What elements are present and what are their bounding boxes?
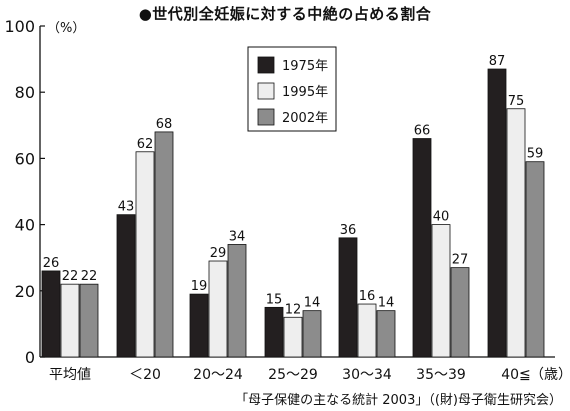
bar xyxy=(154,131,174,358)
data-label: 16 xyxy=(359,289,376,304)
bar xyxy=(431,224,451,358)
legend: 1975年 1995年 2002年 xyxy=(247,46,337,132)
bar xyxy=(264,306,284,358)
x-tick-label: 25〜29 xyxy=(268,367,318,383)
bar xyxy=(60,283,80,358)
legend-swatch xyxy=(257,82,275,100)
data-label: 59 xyxy=(527,147,544,162)
x-tick-label: 30〜34 xyxy=(342,367,392,383)
x-tick-label: 40≦ xyxy=(501,367,531,383)
bar xyxy=(283,316,303,358)
x-tick-label: 35〜39 xyxy=(416,367,466,383)
data-label: 22 xyxy=(81,269,98,284)
data-label: 68 xyxy=(156,117,173,132)
bar xyxy=(79,283,99,358)
y-tick-label: 100 xyxy=(4,17,35,36)
bar xyxy=(135,151,155,358)
data-label: 40 xyxy=(433,210,450,225)
bar xyxy=(487,68,507,358)
x-tick-labels: 平均値 ＜20 20〜24 25〜29 30〜34 35〜39 40≦ xyxy=(49,367,531,383)
x-axis-unit-label: （歳） xyxy=(530,367,570,383)
data-label: 15 xyxy=(266,292,283,307)
y-tick-label: 0 xyxy=(25,348,35,367)
data-label: 75 xyxy=(508,94,525,109)
legend-swatch xyxy=(257,56,275,74)
data-label: 12 xyxy=(285,302,302,317)
data-label: 34 xyxy=(229,229,246,244)
bar xyxy=(376,310,396,358)
bar xyxy=(357,303,377,358)
bar xyxy=(208,260,228,358)
chart-title: ●世代別全妊娠に対する中絶の占める割合 xyxy=(138,5,432,23)
data-label: 29 xyxy=(210,246,227,261)
data-label: 62 xyxy=(137,137,154,152)
bars xyxy=(41,68,545,358)
legend-label: 1975年 xyxy=(282,59,328,74)
data-label: 26 xyxy=(43,256,60,271)
data-label: 14 xyxy=(378,296,395,311)
y-tick-label: 20 xyxy=(15,282,35,301)
bar xyxy=(41,270,61,358)
bar xyxy=(338,237,358,358)
legend-swatch xyxy=(257,108,275,126)
bar xyxy=(412,138,432,358)
source-note: 「母子保健の主なる統計 2003」（(財)母子衛生研究会） xyxy=(235,393,562,408)
data-label: 27 xyxy=(452,253,469,268)
data-label: 87 xyxy=(489,54,506,69)
x-tick-label: ＜20 xyxy=(129,367,161,383)
data-label: 19 xyxy=(191,279,208,294)
y-tick-label: 60 xyxy=(15,149,35,168)
bar xyxy=(302,310,322,358)
y-axis-unit-label: （%） xyxy=(47,21,85,36)
y-tick-label: 80 xyxy=(15,83,35,102)
bar xyxy=(189,293,209,358)
legend-label: 2002年 xyxy=(282,111,328,126)
bar xyxy=(450,267,470,358)
bar xyxy=(116,214,136,358)
bar xyxy=(227,244,247,358)
y-tick-label: 40 xyxy=(15,216,35,235)
legend-label: 1995年 xyxy=(282,85,328,100)
data-label: 14 xyxy=(304,296,321,311)
data-label: 22 xyxy=(62,269,79,284)
x-tick-label: 20〜24 xyxy=(193,367,243,383)
bar xyxy=(525,161,545,358)
bar xyxy=(506,108,526,358)
x-tick-label: 平均値 xyxy=(49,367,91,383)
data-label: 43 xyxy=(118,200,135,215)
data-label: 66 xyxy=(414,124,431,139)
data-label: 36 xyxy=(340,223,357,238)
